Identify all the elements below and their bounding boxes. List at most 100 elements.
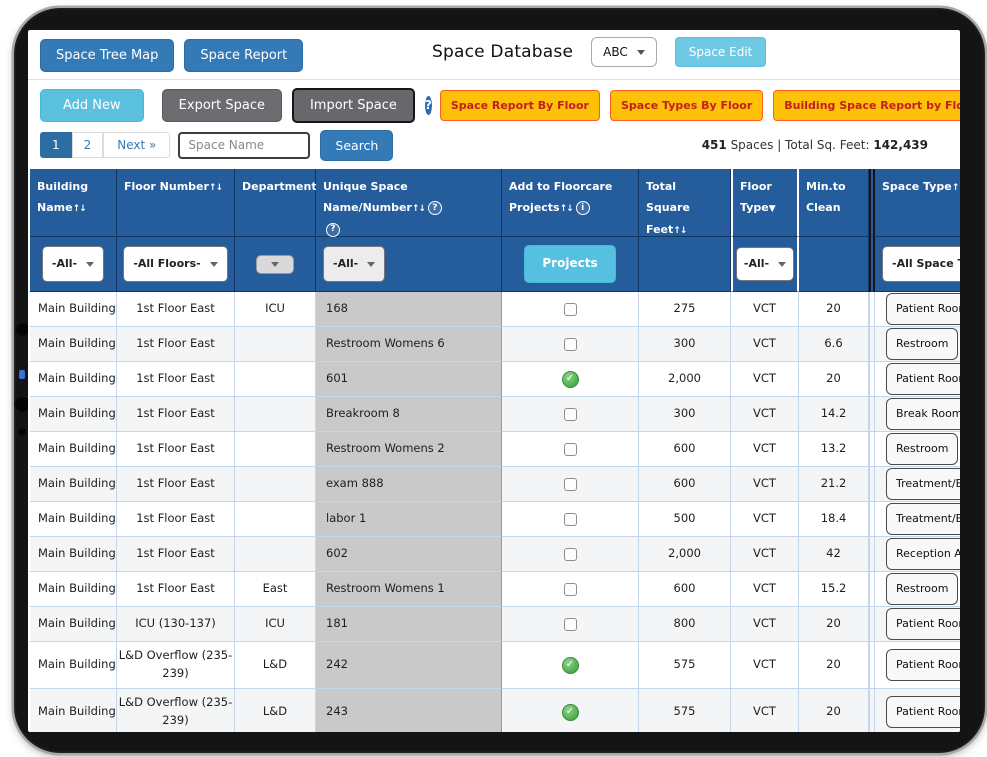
sort-icon: ↑↓ (412, 204, 425, 214)
sort-icon: ↑↓ (560, 204, 573, 214)
min-to-clean-cell: 21.2 (799, 467, 869, 502)
filter-cell-floor-type: -All- (731, 237, 799, 292)
building-space-report-button[interactable]: Building Space Report by Floor (773, 90, 960, 121)
projects-checkbox[interactable] (564, 548, 577, 561)
table-header-row: Building Name↑↓ Floor Number↑↓ Departmen… (30, 169, 960, 237)
space-type-cell: Patient Room (875, 642, 960, 689)
space-tree-map-button[interactable]: Space Tree Map (40, 39, 174, 72)
space-name-filter-dropdown[interactable]: -All- (323, 246, 385, 281)
projects-checkbox[interactable] (564, 478, 577, 491)
space-type-cell: Patient Room (875, 607, 960, 642)
department-filter-dropdown[interactable] (256, 255, 294, 274)
space-report-button[interactable]: Space Report (184, 39, 303, 72)
space-report-by-floor-button[interactable]: Space Report By Floor (440, 90, 600, 121)
next-page-button[interactable]: Next » (103, 132, 170, 158)
department-cell: L&D (235, 689, 316, 732)
projects-checkbox[interactable] (564, 583, 577, 596)
floor-type-cell: VCT (731, 689, 799, 732)
page-2-button[interactable]: 2 (72, 132, 104, 158)
total-square-feet-cell: 575 (639, 642, 731, 689)
tablet-frame: Space Tree Map Space Report Space Databa… (14, 8, 985, 753)
dropdown-value: -All Space Types- (892, 253, 960, 274)
space-type-button[interactable]: Restroom (886, 433, 958, 464)
info-icon[interactable]: i (576, 201, 590, 215)
space-type-button[interactable]: Treatment/Exa (886, 503, 960, 534)
projects-checkbox[interactable] (564, 338, 577, 351)
building-name-cell: Main Building (30, 292, 117, 327)
space-type-button[interactable]: Patient Room (886, 293, 960, 324)
column-header-unique-space-name[interactable]: Unique Space Name/Number↑↓?? (316, 169, 502, 237)
control-bar: 1 2 Next » Search 451 Spaces | Total Sq.… (28, 130, 960, 160)
table-row: Main Building L&D Overflow (235-239) L&D… (30, 642, 960, 689)
building-name-cell: Main Building (30, 689, 117, 732)
space-type-button[interactable]: Restroom (886, 328, 958, 359)
floor-filter-dropdown[interactable]: -All Floors- (123, 246, 227, 281)
projects-checkbox[interactable] (564, 303, 577, 316)
help-icon[interactable]: ? (428, 201, 442, 215)
floor-number-cell: 1st Floor East (117, 537, 235, 572)
space-type-button[interactable]: Break Room (886, 398, 960, 429)
projects-checked-icon[interactable]: ✓ (562, 371, 579, 388)
search-input[interactable] (178, 132, 310, 159)
column-header-building-name[interactable]: Building Name↑↓ (30, 169, 117, 237)
total-square-feet-cell: 600 (639, 432, 731, 467)
page-1-button[interactable]: 1 (40, 132, 72, 158)
space-type-filter-dropdown[interactable]: -All Space Types- (882, 246, 960, 281)
space-type-button[interactable]: Patient Room (886, 649, 960, 680)
floor-type-cell: VCT (731, 537, 799, 572)
projects-checkbox[interactable] (564, 513, 577, 526)
chevron-down-icon (210, 262, 218, 267)
sort-icon: ↑↓ (73, 204, 86, 214)
table-filter-row: -All- -All Floors- -All- Projects (30, 237, 960, 292)
pagination: 1 2 Next » (40, 132, 170, 158)
min-to-clean-cell: 20 (799, 642, 869, 689)
space-types-by-floor-button[interactable]: Space Types By Floor (610, 90, 763, 121)
projects-checked-icon[interactable]: ✓ (562, 657, 579, 674)
column-header-floor-number[interactable]: Floor Number↑↓ (117, 169, 235, 237)
import-space-button[interactable]: Import Space (292, 88, 415, 123)
space-type-button[interactable]: Reception Are (886, 538, 960, 569)
column-header-floorcare-projects[interactable]: Add to Floorcare Projects↑↓i (502, 169, 639, 237)
header-label: Department (242, 180, 317, 193)
column-header-space-type[interactable]: Space Type↑↓i (875, 169, 960, 237)
unique-space-name-cell: Breakroom 8 (316, 397, 502, 432)
filter-cell-sqft (639, 237, 731, 292)
chevron-down-icon (637, 50, 645, 55)
projects-checked-icon[interactable]: ✓ (562, 704, 579, 721)
floor-type-cell: VCT (731, 502, 799, 537)
space-edit-button[interactable]: Space Edit (675, 37, 767, 67)
floorcare-projects-cell: ✓ (502, 537, 639, 572)
department-cell (235, 432, 316, 467)
department-cell (235, 502, 316, 537)
column-header-department[interactable]: Department↑↓ (235, 169, 316, 237)
projects-button[interactable]: Projects (524, 245, 615, 282)
header-label: Floor Number (124, 180, 209, 193)
building-filter-dropdown[interactable]: -All- (42, 246, 104, 281)
space-type-button[interactable]: Patient Room (886, 696, 960, 727)
floorcare-projects-cell: ✓ (502, 502, 639, 537)
projects-checkbox[interactable] (564, 408, 577, 421)
search-button[interactable]: Search (320, 130, 393, 161)
add-new-button[interactable]: Add New (40, 89, 144, 122)
column-header-total-square-feet[interactable]: Total Square Feet↑↓ (639, 169, 731, 237)
column-header-min-to-clean[interactable]: Min.to Clean (799, 169, 869, 237)
space-type-button[interactable]: Restroom (886, 573, 958, 604)
org-selector[interactable]: ABC (591, 37, 657, 67)
space-type-button[interactable]: Patient Room (886, 363, 960, 394)
floor-number-cell: 1st Floor East (117, 467, 235, 502)
floor-type-cell: VCT (731, 362, 799, 397)
column-header-floor-type[interactable]: Floor Type▼ (731, 169, 799, 237)
floor-type-filter-dropdown[interactable]: -All- (736, 247, 794, 280)
total-square-feet-cell: 275 (639, 292, 731, 327)
min-to-clean-cell: 20 (799, 607, 869, 642)
projects-checkbox[interactable] (564, 443, 577, 456)
help-icon[interactable]: ? (326, 223, 340, 237)
export-space-button[interactable]: Export Space (162, 89, 282, 122)
department-cell (235, 327, 316, 362)
table-row: Main Building 1st Floor East exam 888 ✓ … (30, 467, 960, 502)
projects-checkbox[interactable] (564, 618, 577, 631)
help-icon[interactable]: ? (425, 96, 432, 115)
space-type-button[interactable]: Patient Room (886, 608, 960, 639)
space-type-button[interactable]: Treatment/Exa (886, 468, 960, 499)
page-title: Space Database (432, 42, 573, 62)
